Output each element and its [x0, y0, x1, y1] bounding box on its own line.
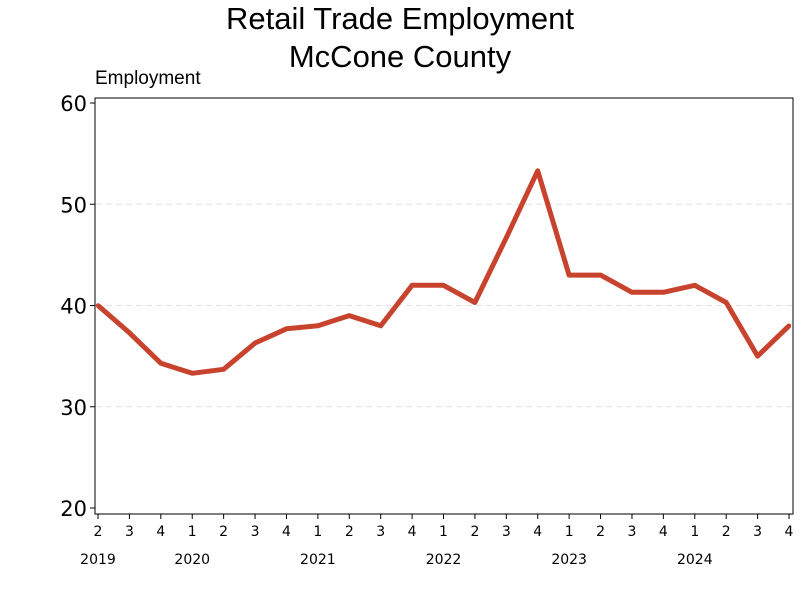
x-tick-label: 1 [439, 524, 448, 540]
x-tick-label: 2 [470, 524, 479, 540]
data-point [692, 283, 697, 288]
x-tick-label: 2 [596, 524, 605, 540]
series-line [96, 168, 791, 376]
axis-ticks: 20 30 40 50 60 2 3 4 1 2 3 4 1 2 3 4 1 2 3 4 1 2 3 4 1 2 3 4 2019 202… [60, 92, 793, 568]
data-point [378, 323, 383, 328]
data-point [284, 326, 289, 331]
data-point [472, 300, 478, 305]
x-year-label: 2020 [174, 552, 210, 568]
x-tick-label: 3 [125, 524, 134, 540]
y-tick-label: 20 [60, 497, 87, 521]
x-tick-label: 3 [628, 524, 637, 540]
data-point [190, 371, 195, 376]
x-tick-label: 4 [282, 524, 291, 540]
x-tick-label: 2 [345, 524, 354, 540]
x-tick-label: 2 [722, 524, 731, 540]
x-tick-label: 4 [408, 524, 417, 540]
data-point [504, 235, 509, 240]
x-tick-label: 3 [502, 524, 511, 540]
data-point [409, 283, 415, 288]
data-point [127, 330, 132, 336]
x-tick-label: 1 [188, 524, 197, 540]
data-point [95, 303, 101, 308]
y-tick-label: 60 [60, 92, 87, 116]
x-tick-label: 1 [313, 524, 322, 540]
y-tick-label: 50 [60, 193, 87, 217]
y-axis-label: Employment [95, 68, 201, 89]
x-tick-label: 2 [219, 524, 228, 540]
series-layer [95, 168, 792, 376]
data-point [158, 361, 164, 366]
x-tick-label: 4 [785, 524, 794, 540]
x-tick-label: 3 [251, 524, 260, 540]
chart-subtitle: McCone County [288, 39, 512, 74]
data-point [441, 283, 446, 288]
data-point [786, 323, 792, 328]
data-point [724, 300, 729, 305]
x-tick-label: 4 [156, 524, 165, 540]
gridlines [96, 203, 792, 408]
data-point [221, 367, 226, 372]
data-point [535, 168, 540, 174]
x-year-label: 2021 [300, 552, 336, 568]
x-tick-label: 4 [659, 524, 668, 540]
x-tick-label: 1 [690, 524, 699, 540]
x-tick-label: 3 [753, 524, 762, 540]
data-point [629, 290, 635, 295]
data-point [755, 353, 760, 359]
x-year-label: 2023 [551, 552, 587, 568]
x-tick-label: 1 [565, 524, 574, 540]
data-point [566, 272, 572, 278]
chart-title: Retail Trade Employment [225, 1, 575, 36]
data-point [598, 272, 603, 278]
x-year-label: 2019 [80, 552, 116, 568]
data-point [347, 313, 352, 318]
y-tick-label: 40 [60, 295, 87, 319]
x-tick-label: 2 [94, 524, 103, 540]
data-point [661, 290, 666, 295]
data-point [252, 340, 258, 346]
y-tick-label: 30 [60, 396, 87, 420]
data-point [315, 323, 321, 328]
x-year-label: 2022 [426, 552, 462, 568]
x-year-label: 2024 [677, 552, 713, 568]
x-tick-label: 4 [533, 524, 542, 540]
x-tick-label: 3 [376, 524, 385, 540]
